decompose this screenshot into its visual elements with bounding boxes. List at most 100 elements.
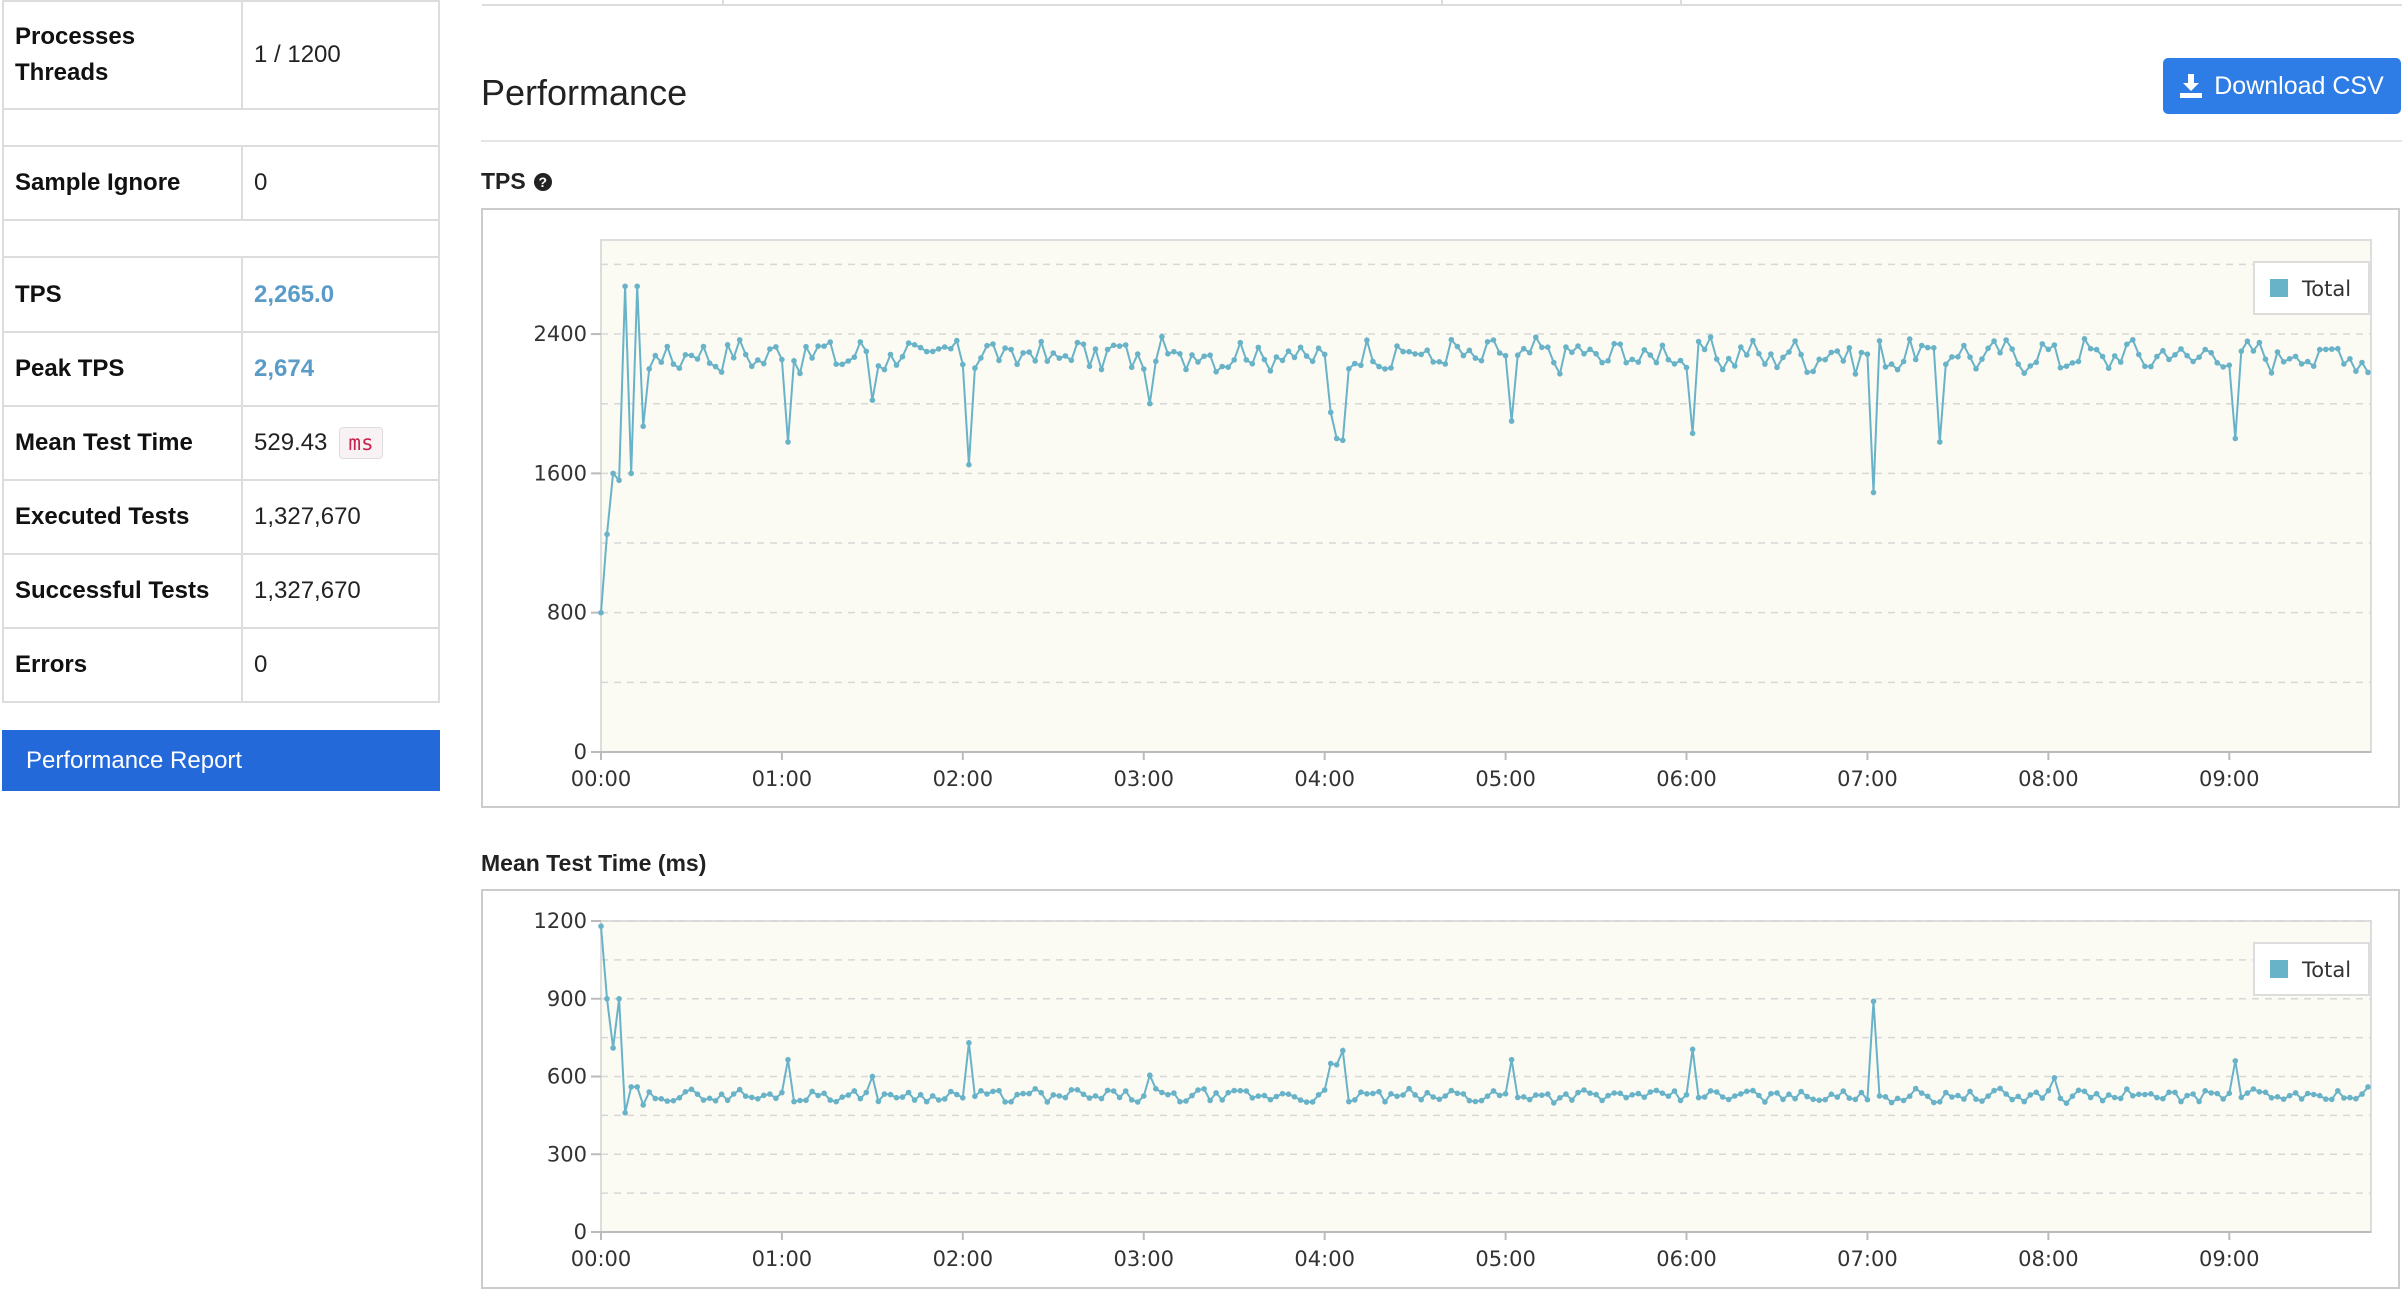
data-point [1744, 352, 1750, 358]
data-point [1738, 344, 1744, 350]
data-point [1171, 1090, 1177, 1096]
data-point [1828, 1091, 1835, 1097]
data-point [2274, 1094, 2281, 1100]
data-point [1249, 1095, 1256, 1101]
data-point [1768, 351, 1774, 357]
data-point [1840, 1088, 1847, 1094]
data-point [1756, 1092, 1762, 1099]
data-point [2184, 1092, 2190, 1099]
data-point [2093, 1090, 2100, 1097]
data-point [2057, 1095, 2064, 1102]
data-point [845, 1092, 852, 1098]
data-point [604, 531, 610, 538]
data-point [935, 346, 942, 352]
data-point [622, 283, 628, 290]
data-point [1243, 357, 1250, 363]
data-point [767, 346, 773, 352]
data-point [869, 1073, 876, 1080]
data-point [1412, 351, 1418, 357]
data-point [1912, 1085, 1919, 1092]
data-point [2039, 1095, 2046, 1101]
data-point [875, 363, 882, 369]
data-point [1514, 1094, 1521, 1101]
data-point [1599, 1097, 1605, 1104]
data-point [1707, 334, 1714, 340]
data-point [2280, 1096, 2287, 1102]
data-point [694, 356, 701, 362]
tps-chart: 0 800 1600 2400 00:00 01:00 02:00 03:00 04:00 05:… [481, 208, 2400, 808]
data-point [2081, 1088, 2088, 1095]
y-tick-label: 800 [547, 601, 587, 625]
data-point [1792, 338, 1798, 344]
data-point [1400, 1092, 1406, 1098]
data-point [1876, 1093, 1883, 1099]
data-point [1900, 1097, 1907, 1104]
data-point [1635, 359, 1642, 365]
data-point [1092, 346, 1099, 352]
summary-value-peak-tps[interactable]: 2,674 [241, 331, 440, 407]
data-point [1074, 1087, 1081, 1093]
data-point [2166, 1089, 2172, 1096]
data-point [1092, 1093, 1099, 1099]
data-point [652, 352, 659, 359]
data-point [1533, 334, 1539, 340]
data-point [1315, 1092, 1322, 1098]
data-point [1768, 1090, 1774, 1097]
x-tick-label: 08:00 [2018, 1247, 2079, 1271]
data-point [2057, 364, 2064, 371]
data-point [821, 343, 827, 349]
data-point [1153, 1086, 1159, 1092]
data-point [1780, 354, 1786, 361]
data-point [1671, 361, 1678, 367]
download-csv-label: Download CSV [2214, 71, 2384, 100]
data-point [1394, 343, 1400, 349]
performance-report-button[interactable]: Performance Report [2, 730, 440, 791]
data-point [700, 343, 707, 350]
legend-label-total: Total [2301, 277, 2351, 301]
data-point [1822, 1096, 1828, 1103]
data-point [2105, 365, 2112, 371]
data-point [1514, 352, 1521, 358]
data-point [1725, 1096, 1732, 1103]
strip-divider [1680, 0, 1682, 4]
data-point [1026, 349, 1032, 355]
data-point [1557, 1095, 1563, 1101]
summary-label-tps: TPS [2, 256, 243, 333]
data-point [1044, 1099, 1051, 1105]
data-point [1219, 1097, 1225, 1103]
data-point [929, 1093, 936, 1099]
data-point [1943, 1089, 1949, 1096]
data-point [2099, 1097, 2106, 1104]
y-tick-label: 900 [547, 987, 587, 1011]
data-point [749, 363, 755, 370]
data-point [2292, 1090, 2299, 1096]
data-point [2292, 353, 2299, 360]
data-point [1792, 1095, 1798, 1102]
download-csv-button[interactable]: Download CSV [2163, 58, 2401, 114]
data-point [1732, 1093, 1738, 1099]
data-point [1056, 1093, 1063, 1099]
question-circle-icon[interactable]: ? [533, 172, 552, 191]
data-point [610, 1045, 616, 1051]
summary-value-tps[interactable]: 2,265.0 [241, 256, 440, 333]
data-point [1219, 363, 1225, 370]
data-point [1750, 337, 1756, 344]
data-point [2166, 356, 2172, 363]
summary-row-processes-threads: Processes Threads 1 / 1200 [2, 0, 440, 110]
mean-test-time-value: 529.43 [254, 429, 328, 456]
data-point [941, 1096, 948, 1102]
data-point [646, 366, 652, 372]
data-point [1249, 361, 1256, 367]
data-point [1086, 1095, 1093, 1101]
data-point [990, 1088, 996, 1095]
data-point [1653, 1087, 1660, 1094]
data-point [1213, 369, 1219, 375]
data-point [598, 609, 604, 616]
data-point [1563, 344, 1569, 350]
data-point [863, 1089, 870, 1096]
data-point [2335, 345, 2341, 352]
data-point [1599, 359, 1605, 366]
data-point [1979, 356, 1985, 362]
data-point [2009, 346, 2015, 352]
data-point [1303, 353, 1310, 359]
